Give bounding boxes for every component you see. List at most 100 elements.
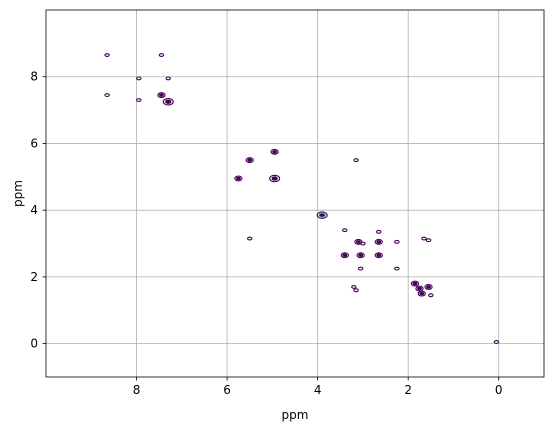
contour-peak (394, 266, 400, 271)
contour-peak (357, 266, 364, 271)
contour-ring-outer (270, 148, 279, 155)
contour-ring-inner (247, 158, 253, 162)
contour-ring-highlight (318, 212, 326, 218)
contour-peak (162, 98, 174, 106)
contour-ring-outer (421, 236, 427, 241)
contour-ring-outer (342, 228, 348, 233)
contour-peak (376, 229, 382, 234)
contour-peak (157, 92, 166, 99)
contour-peak (410, 280, 420, 287)
contour-peak (136, 76, 142, 81)
contour-ring-inner (419, 291, 425, 296)
contour-peak (415, 285, 424, 292)
contour-ring-outer (104, 93, 110, 98)
contour-ring-inner (376, 240, 382, 244)
contour-peak (316, 211, 328, 219)
contour-peak (353, 288, 359, 293)
y-tick-label: 6 (30, 136, 38, 150)
contour-peak (342, 228, 348, 233)
contour-ring-outer (493, 340, 500, 344)
contour-ring-outer (136, 76, 142, 81)
contour-ring-inner (165, 99, 172, 104)
contour-ring-inner (358, 253, 364, 257)
contour-ring-outer (136, 98, 142, 103)
contour-ring-inner (356, 240, 361, 244)
contour-peak (270, 148, 279, 155)
contour-peak (353, 158, 359, 163)
contour-ring-outer (356, 252, 365, 259)
contour-ring-inner (272, 150, 278, 154)
contour-peak (158, 53, 165, 57)
contour-ring-outer (351, 284, 357, 289)
contour-ring-outer (104, 53, 110, 57)
contour-peak (394, 239, 400, 244)
contour-peak (234, 175, 243, 182)
contour-peak (493, 340, 500, 344)
contour-ring-outer (269, 174, 281, 183)
contour-ring-outer (360, 241, 366, 246)
contour-peak (374, 238, 383, 245)
y-tick-label: 4 (30, 203, 38, 217)
y-tick-label: 2 (30, 270, 38, 284)
contour-peak (360, 241, 366, 246)
plot-frame (45, 9, 545, 378)
contour-ring-outer (316, 211, 328, 219)
contour-ring-outer (158, 53, 165, 57)
contour-ring-outer (157, 92, 166, 99)
contour-ring-inner (417, 286, 422, 291)
contour-peak (269, 174, 281, 183)
contour-peak (354, 238, 363, 245)
contour-ring-outer (428, 293, 434, 298)
contour-peak (246, 236, 253, 241)
contour-ring-outer (374, 238, 383, 245)
contour-ring-outer (394, 266, 400, 271)
contour-ring-outer (340, 252, 349, 259)
contour-ring-outer (162, 98, 174, 106)
contour-peak (424, 283, 433, 290)
contour-ring-outer (425, 238, 432, 243)
x-tick-label: 2 (404, 383, 412, 397)
contour-peak (165, 76, 171, 81)
contour-ring-outer (424, 283, 433, 290)
contour-ring-inner (271, 176, 278, 181)
contour-ring-outer (246, 236, 253, 241)
contour-ring-outer (245, 157, 254, 164)
contour-ring-outer (357, 266, 364, 271)
y-axis-ticks: 0 2 4 6 8 (30, 70, 46, 351)
y-tick-label: 8 (30, 70, 38, 84)
contour-ring-inner (342, 253, 348, 257)
contour-peak (104, 53, 110, 57)
contour-peak (136, 98, 142, 103)
contour-ring-inner (426, 285, 431, 289)
contour-peaks (104, 53, 500, 344)
contour-peak (374, 252, 383, 259)
contour-ring-outer (415, 285, 424, 292)
contour-ring-inner (159, 93, 164, 97)
x-tick-label: 0 (495, 383, 503, 397)
contour-ring-outer (376, 229, 382, 234)
contour-ring-inner (376, 253, 382, 257)
y-tick-label: 0 (30, 337, 38, 351)
x-tick-label: 8 (133, 383, 141, 397)
contour-peak (340, 252, 349, 259)
contour-peak (351, 284, 357, 289)
contour-ring-outer (353, 158, 359, 163)
contour-peak (245, 157, 254, 164)
contour-ring-outer (394, 239, 400, 244)
contour-ring-inner (236, 176, 241, 181)
contour-peak (425, 238, 432, 243)
contour-ring-outer (374, 252, 383, 259)
contour-ring-outer (353, 288, 359, 293)
x-axis-label: ppm (282, 408, 309, 422)
contour-peak (104, 93, 110, 98)
contour-peak (428, 293, 434, 298)
x-tick-label: 6 (223, 383, 231, 397)
contour-ring-outer (410, 280, 420, 287)
contour-ring-inner (412, 281, 418, 286)
x-tick-label: 4 (314, 383, 322, 397)
contour-peak (356, 252, 365, 259)
grid (46, 10, 544, 377)
contour-ring-outer (234, 175, 243, 182)
